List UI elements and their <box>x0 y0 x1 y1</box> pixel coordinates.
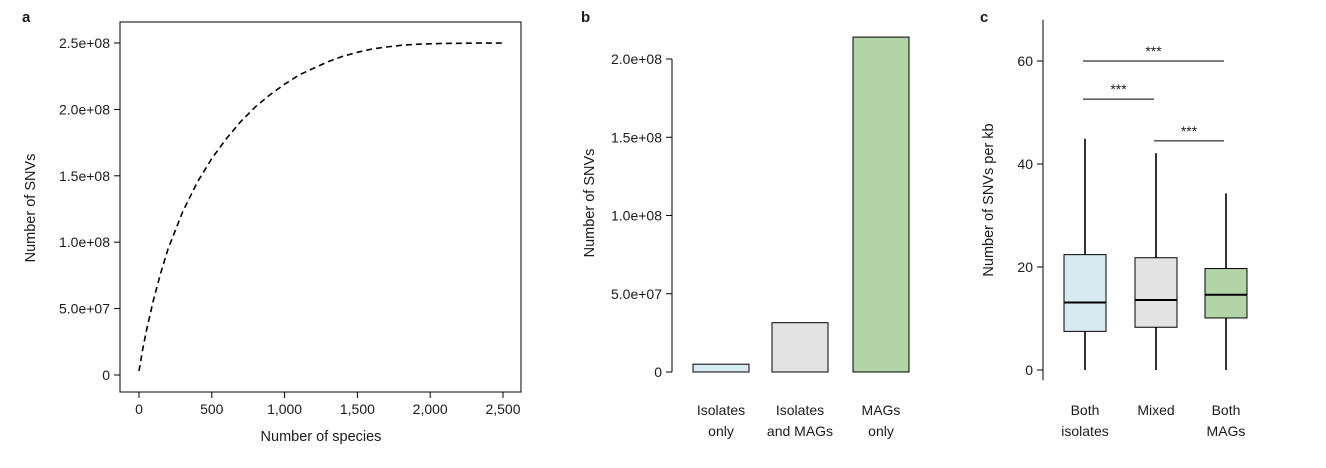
panel-a-y-tick-label: 2.5e+08 <box>59 35 110 51</box>
panel-c-box-iqr <box>1134 257 1178 328</box>
panel-c-box-iqr <box>1204 268 1248 319</box>
panel-b-category-label: MAGs <box>862 402 901 418</box>
panel-c-box <box>1204 193 1248 370</box>
panel-b-category-label: Isolates <box>697 402 745 418</box>
panel-a-line-chart: a 0 5.0e+07 1.0e+08 1.5e+08 2.0e+08 2.5e+08 0… <box>22 9 522 445</box>
panel-c-box-iqr <box>1063 254 1107 332</box>
panel-c-significance-label: *** <box>1145 43 1162 59</box>
panel-b-y-axis: 0 5.0e+07 1.0e+08 1.5e+08 2.0e+08 <box>611 51 672 380</box>
panel-c-x-axis: Both isolates Mixed Both MAGs <box>1061 402 1245 439</box>
panel-a-y-tick-label: 2.0e+08 <box>59 101 110 117</box>
panel-c-y-tick-label: 0 <box>1025 362 1033 378</box>
panel-a-y-tick-label: 5.0e+07 <box>59 301 110 317</box>
panel-b-bars <box>692 36 910 373</box>
panel-c-y-tick-label: 60 <box>1017 53 1033 69</box>
panel-a-y-tick-label: 0 <box>102 367 110 383</box>
panel-c-category-label: Mixed <box>1137 402 1174 418</box>
panel-c-category-label: isolates <box>1061 423 1108 439</box>
panel-c-significance-brackets: *** *** *** <box>1083 43 1224 142</box>
panel-c-category-label: MAGs <box>1207 423 1246 439</box>
panel-b-y-tick-label: 1.5e+08 <box>611 129 662 145</box>
panel-c-label: c <box>980 9 988 26</box>
panel-b-bar <box>852 36 910 373</box>
panel-b-category-label: Isolates <box>776 402 824 418</box>
panel-c-significance-label: *** <box>1110 81 1127 97</box>
panel-b-category-label: only <box>868 423 894 439</box>
panel-b-y-tick-label: 0 <box>654 364 662 380</box>
panel-a-x-tick-label: 1,000 <box>267 401 302 417</box>
panel-c-y-tick-label: 20 <box>1017 259 1033 275</box>
panel-b-y-tick-label: 2.0e+08 <box>611 51 662 67</box>
panel-a-plot-frame <box>119 21 522 393</box>
panel-a-x-axis-title: Number of species <box>261 429 382 445</box>
panel-c-category-label: Both <box>1071 402 1100 418</box>
panel-a-y-tick-label: 1.5e+08 <box>59 168 110 184</box>
panel-c-boxes <box>1063 138 1248 370</box>
panel-a-x-tick-label: 1,500 <box>340 401 375 417</box>
panel-b-y-axis-title: Number of SNVs <box>582 149 598 258</box>
panel-b-bar-chart: b 0 5.0e+07 1.0e+08 1.5e+08 2.0e+08 Isolates… <box>581 9 910 439</box>
panel-b-bar <box>692 363 750 373</box>
panel-b-y-tick-label: 5.0e+07 <box>611 286 662 302</box>
panel-c-y-tick-label: 40 <box>1017 156 1033 172</box>
panel-c-y-axis-title: Number of SNVs per kb <box>981 123 997 276</box>
panel-b-y-tick-label: 1.0e+08 <box>611 208 662 224</box>
panel-a-y-axis: 0 5.0e+07 1.0e+08 1.5e+08 2.0e+08 2.5e+08 <box>59 35 120 383</box>
panel-b-category-label: only <box>708 423 734 439</box>
panel-a-x-tick-label: 500 <box>200 401 224 417</box>
panel-b-label: b <box>581 9 590 26</box>
panel-b-x-axis: Isolates only Isolates and MAGs MAGs only <box>697 402 901 439</box>
panel-b-category-label: and MAGs <box>767 423 833 439</box>
panel-b-bar <box>771 322 829 373</box>
panel-c-y-axis: 0 20 40 60 <box>1017 53 1043 378</box>
panel-a-x-tick-label: 2,000 <box>413 401 448 417</box>
panel-a-x-axis: 0 500 1,000 1,500 2,000 2,500 <box>135 392 521 417</box>
panel-c-box <box>1134 153 1178 370</box>
panel-a-dashed-curve <box>138 42 504 372</box>
panel-a-y-axis-title: Number of SNVs <box>23 154 39 263</box>
panel-a-x-tick-label: 2,500 <box>485 401 520 417</box>
panel-c-category-label: Both <box>1212 402 1241 418</box>
panel-a-y-tick-label: 1.0e+08 <box>59 234 110 250</box>
panel-c-box <box>1063 138 1107 370</box>
panel-a-x-tick-label: 0 <box>135 401 143 417</box>
panel-c-significance-label: *** <box>1181 123 1198 139</box>
panel-a-label: a <box>22 9 31 26</box>
